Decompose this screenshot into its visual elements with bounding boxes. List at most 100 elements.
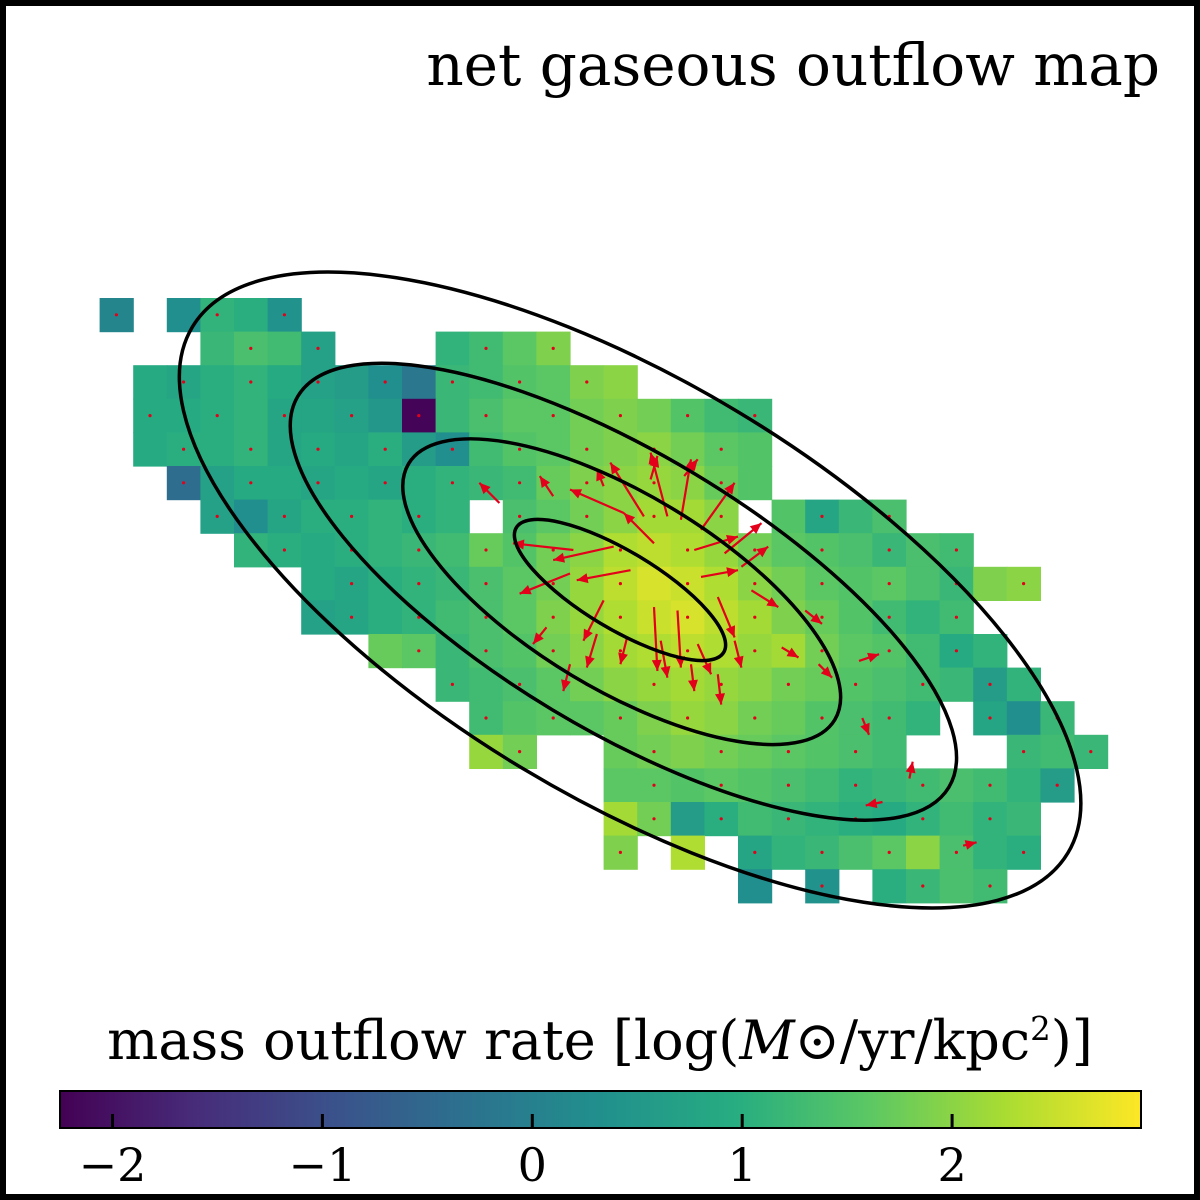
heatmap-cell bbox=[805, 768, 840, 803]
outflow-vector-arrow bbox=[693, 535, 739, 552]
outflow-vector-dot bbox=[820, 548, 824, 552]
outflow-vector-dot bbox=[652, 514, 656, 519]
outflow-vector-dot bbox=[518, 514, 522, 519]
heatmap-cell bbox=[435, 331, 470, 366]
outflow-vector-dot bbox=[887, 649, 891, 653]
outflow-vector-dot bbox=[417, 649, 421, 653]
outflow-vector-dot bbox=[1022, 750, 1026, 754]
heatmap-cell bbox=[200, 331, 235, 366]
outflow-vector-dot bbox=[316, 346, 320, 350]
outflow-vector-dot bbox=[954, 850, 959, 855]
outflow-vector-arrow bbox=[865, 798, 883, 809]
heatmap-cell bbox=[738, 667, 773, 702]
heatmap-cell bbox=[133, 432, 168, 467]
outflow-vector-dot bbox=[652, 682, 656, 687]
heatmap-cell bbox=[637, 533, 672, 568]
heatmap-cell bbox=[469, 466, 504, 501]
heatmap-cell bbox=[973, 835, 1008, 870]
heatmap-cell bbox=[368, 398, 403, 433]
outflow-vector-dot bbox=[484, 414, 488, 418]
heatmap-cell bbox=[838, 634, 873, 669]
outflow-vector-dot bbox=[719, 783, 723, 787]
heatmap-cell bbox=[334, 432, 369, 467]
outflow-vector-dot bbox=[719, 514, 723, 519]
heatmap-cell bbox=[301, 398, 336, 433]
outflow-vector-arrow bbox=[962, 840, 977, 850]
colorbar-tick-label: 1 bbox=[728, 1138, 757, 1192]
outflow-vector-dot bbox=[350, 514, 354, 519]
heatmap-cell bbox=[939, 667, 974, 702]
heatmap-cell bbox=[435, 600, 470, 635]
outflow-vector-dot bbox=[249, 481, 253, 485]
outflow-vector-dot bbox=[719, 682, 723, 687]
outflow-vector-arrow bbox=[683, 458, 699, 477]
heatmap-cell bbox=[267, 466, 302, 501]
outflow-vector-dot bbox=[854, 783, 858, 787]
outflow-vector-arrow bbox=[552, 545, 614, 563]
heatmap-cell bbox=[1006, 768, 1041, 803]
heatmap-cell bbox=[872, 768, 907, 803]
heatmap-cell bbox=[536, 365, 571, 400]
heatmap-cell bbox=[704, 701, 739, 736]
heatmap-cell bbox=[906, 835, 941, 870]
heatmap-cell bbox=[838, 533, 873, 568]
colorbar-label-symbol: M bbox=[739, 1009, 795, 1072]
density-contours bbox=[177, 270, 1083, 910]
outflow-vector-arrow bbox=[716, 596, 736, 638]
outflow-vector-arrow bbox=[733, 640, 744, 668]
outflow-vectors bbox=[114, 313, 1093, 888]
outflow-vector-dot bbox=[350, 414, 354, 418]
heatmap-cell bbox=[906, 600, 941, 635]
outflow-vector-dot bbox=[182, 481, 186, 485]
colorbar-gradient bbox=[59, 1090, 1142, 1129]
heatmap-cell bbox=[906, 566, 941, 601]
outflow-vector-dot bbox=[820, 884, 824, 888]
heatmap-cell bbox=[267, 365, 302, 400]
heatmap-cell bbox=[704, 634, 739, 669]
heatmap-cell bbox=[1006, 701, 1041, 736]
outflow-vector-dot bbox=[484, 716, 488, 720]
heatmap-cell bbox=[603, 365, 638, 400]
outflow-vector-dot bbox=[585, 481, 589, 485]
outflow-vector-dot bbox=[249, 380, 253, 384]
contour-outer bbox=[177, 270, 1083, 910]
outflow-vector-dot bbox=[719, 481, 723, 485]
outflow-vector-dot bbox=[383, 481, 387, 485]
heatmap-cell bbox=[670, 734, 705, 769]
colorbar-ticks: −2 −1 0 1 2 bbox=[79, 1114, 967, 1192]
outflow-vector-dot bbox=[988, 682, 992, 687]
heatmap-cell bbox=[738, 802, 773, 837]
heatmap-cell bbox=[570, 566, 605, 601]
colorbar-label-suffix: )] bbox=[1050, 1009, 1093, 1072]
outflow-vector-dot bbox=[282, 548, 286, 552]
heatmap-cell bbox=[502, 566, 537, 601]
outflow-vector-dot bbox=[753, 548, 757, 552]
outflow-vector-dot bbox=[921, 783, 925, 787]
chart-title: net gaseous outflow map bbox=[426, 31, 1160, 99]
outflow-vector-dot bbox=[249, 346, 253, 350]
outflow-vector-dot bbox=[316, 380, 320, 384]
outflow-vector-dot bbox=[383, 447, 387, 451]
outflow-vector-dot bbox=[484, 615, 488, 619]
heatmap-cell bbox=[368, 499, 403, 534]
outflow-vector-dot bbox=[518, 380, 522, 384]
outflow-vector-dot bbox=[618, 414, 623, 418]
outflow-vector-dot bbox=[988, 817, 992, 821]
heatmap-cell bbox=[603, 466, 638, 501]
heatmap-cell bbox=[502, 701, 537, 736]
outflow-vector-arrow bbox=[740, 545, 769, 568]
heatmap-cell bbox=[771, 701, 806, 736]
heatmap-cell bbox=[166, 298, 201, 333]
outflow-vector-dot bbox=[215, 414, 219, 418]
outflow-vector-dot bbox=[484, 649, 488, 653]
outflow-vector-dot bbox=[551, 414, 555, 418]
outflow-vector-arrow bbox=[817, 663, 833, 679]
outflow-vector-dot bbox=[182, 447, 186, 451]
outflow-vector-dot bbox=[551, 548, 555, 552]
outflow-vector-dot bbox=[450, 380, 454, 384]
heatmap-cell bbox=[368, 600, 403, 635]
outflow-vector-dot bbox=[854, 750, 858, 754]
contour-middle bbox=[401, 437, 843, 747]
outflow-vector-dot bbox=[988, 884, 992, 888]
outflow-vector-dot bbox=[417, 414, 421, 418]
